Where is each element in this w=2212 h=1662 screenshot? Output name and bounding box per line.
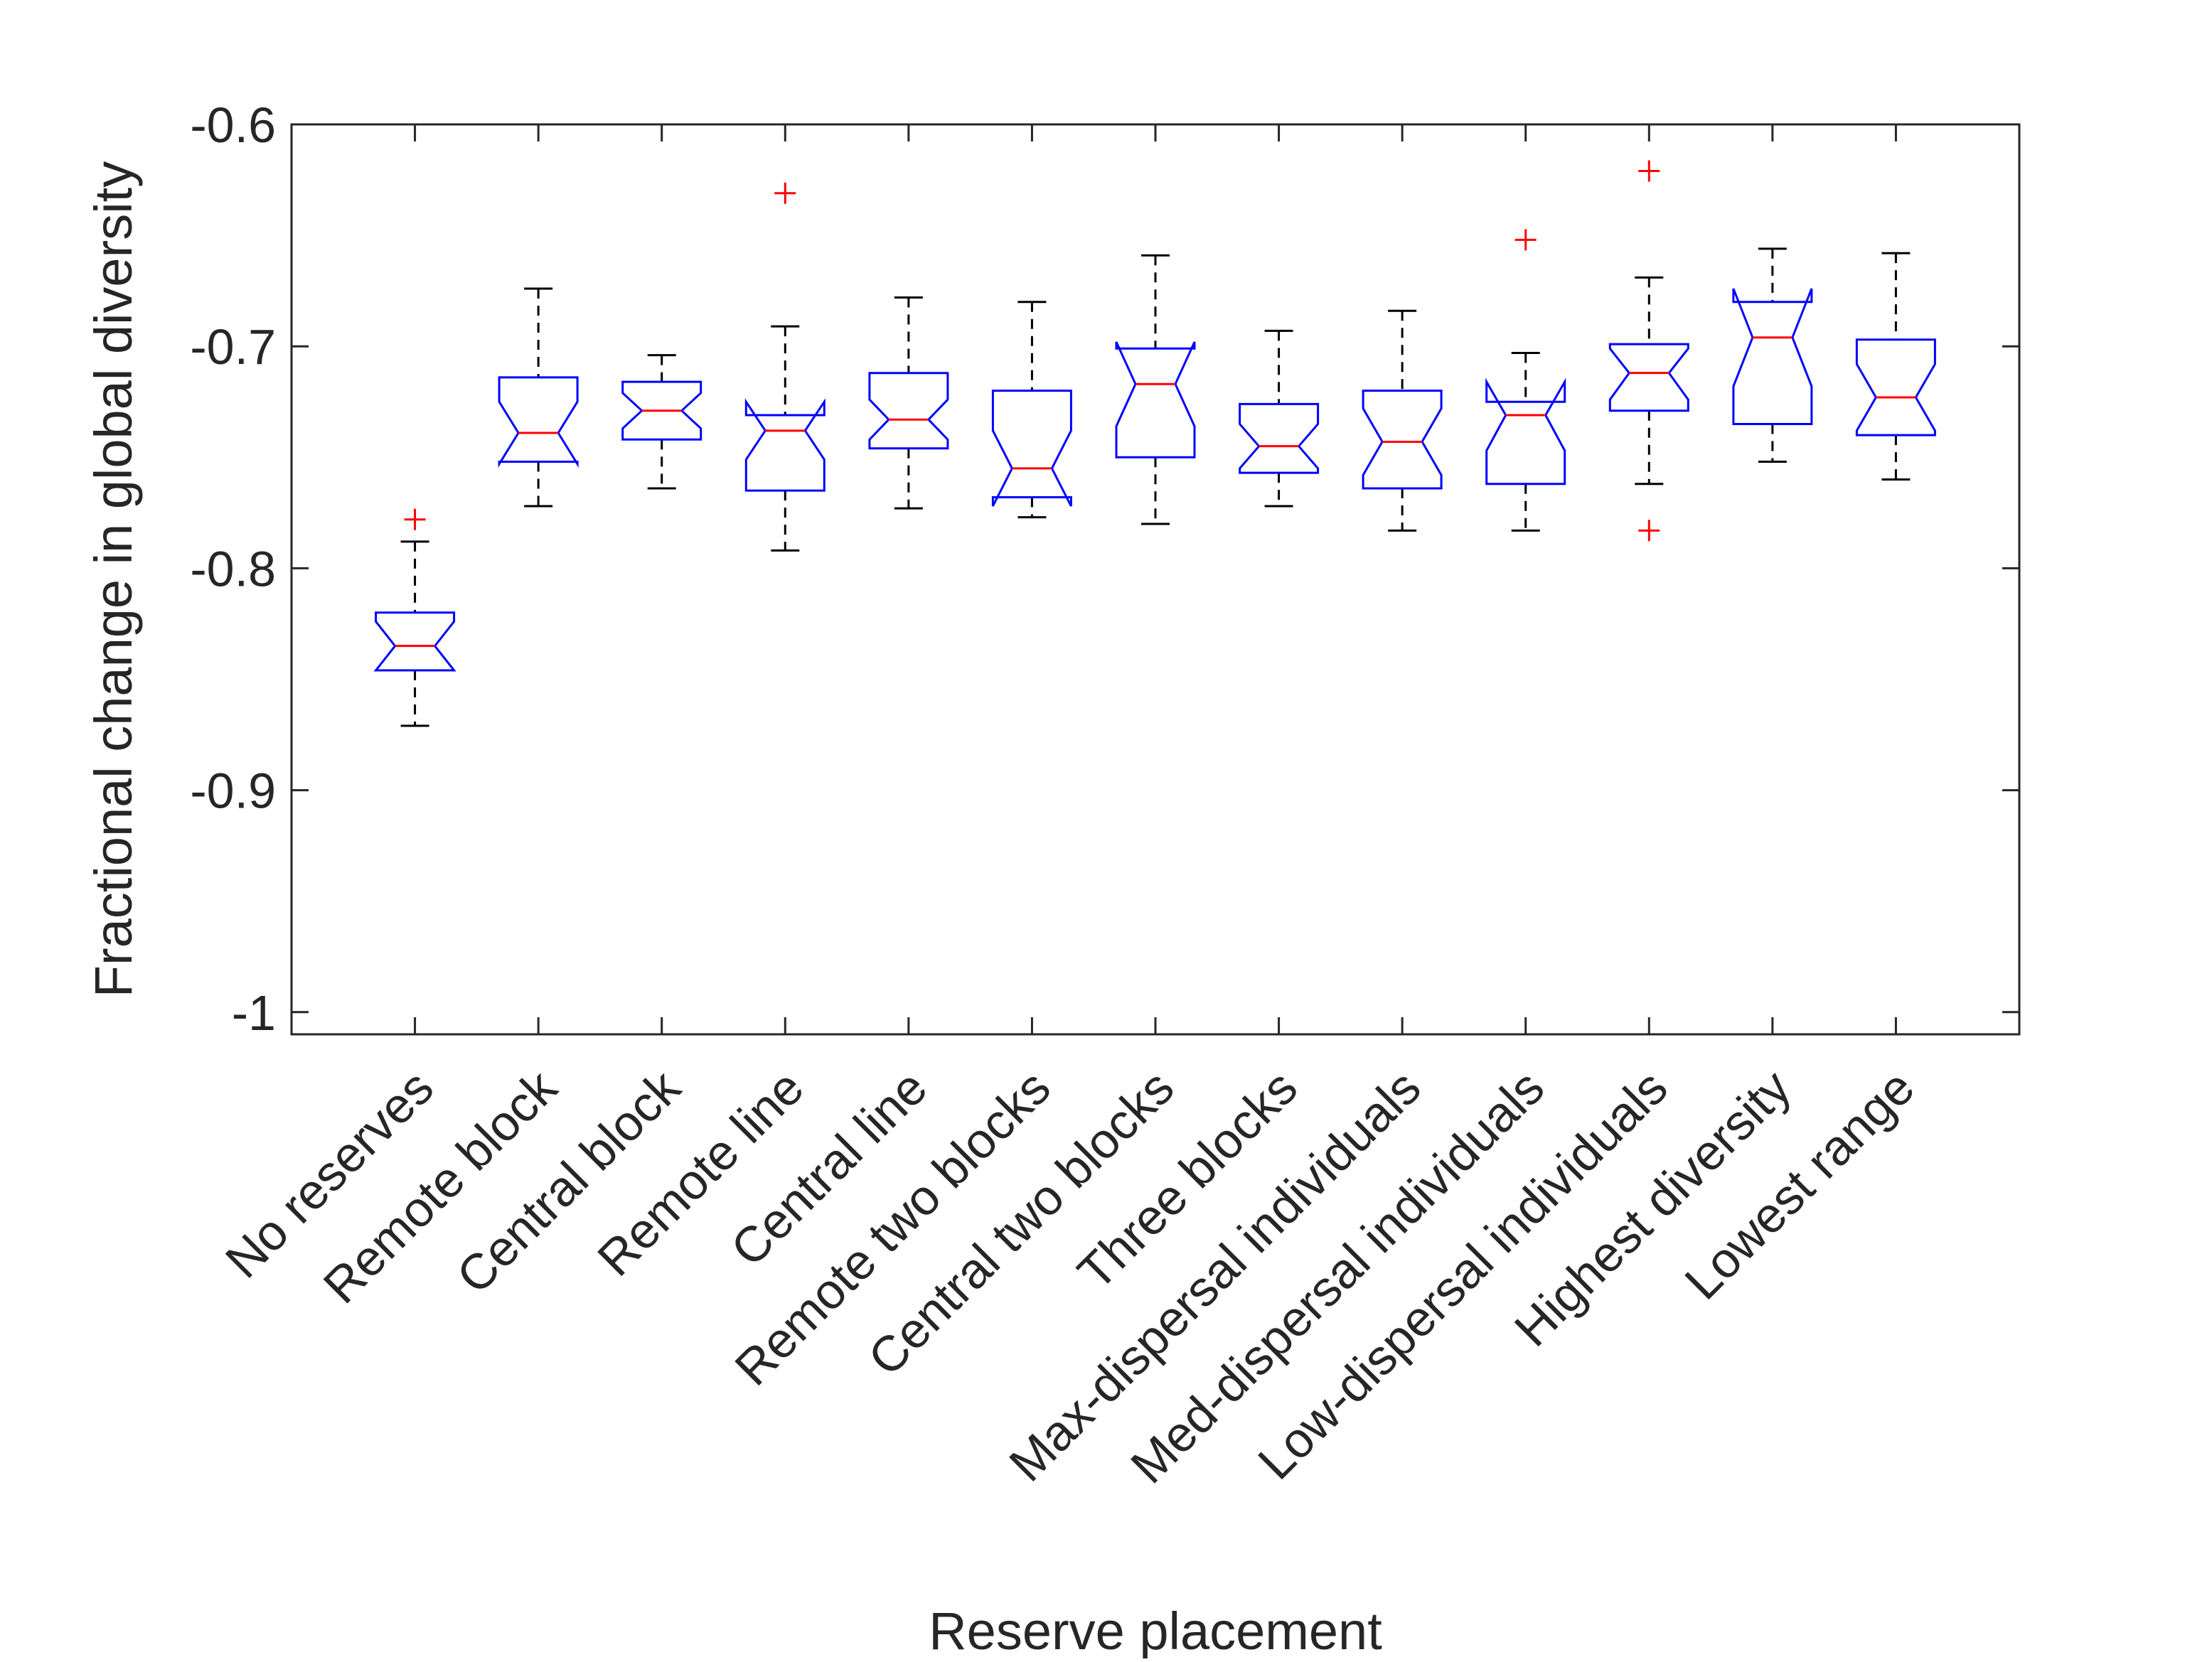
y-tick-label: -0.9 xyxy=(190,763,276,819)
notched-box xyxy=(373,611,456,672)
box-3 xyxy=(621,354,702,490)
box-12 xyxy=(1732,247,1813,463)
notched-box xyxy=(498,376,579,468)
notched-box xyxy=(991,390,1072,507)
box-8 xyxy=(1239,329,1320,508)
y-tick-label: -1 xyxy=(232,985,276,1041)
y-axis-label: Fractional change in global diversity xyxy=(84,161,143,997)
box-6 xyxy=(991,301,1072,519)
notched-box xyxy=(1485,377,1566,486)
notched-box xyxy=(868,372,949,450)
box-10 xyxy=(1485,229,1566,532)
notched-box xyxy=(1362,390,1443,490)
notched-box xyxy=(744,398,826,492)
boxes-layer xyxy=(373,160,1936,727)
box-5 xyxy=(868,296,949,510)
box-2 xyxy=(498,287,579,508)
outlier-marker xyxy=(1514,229,1537,251)
box-9 xyxy=(1362,309,1443,532)
box-4 xyxy=(744,182,826,552)
box-1 xyxy=(373,508,456,727)
x-axis-label: Reserve placement xyxy=(929,1602,1382,1658)
y-axis: -1 -0.9 -0.8 -0.7 -0.6 xyxy=(190,97,2019,1041)
y-tick-label: -0.6 xyxy=(190,97,276,153)
outlier-marker xyxy=(1638,160,1660,182)
box-11 xyxy=(1608,160,1689,542)
notched-box xyxy=(1732,288,1813,425)
y-tick-label: -0.8 xyxy=(190,541,276,596)
notched-box xyxy=(621,380,702,441)
y-tick-label: -0.7 xyxy=(190,319,276,375)
notched-box xyxy=(1115,341,1196,459)
box-7 xyxy=(1115,254,1196,525)
box-13 xyxy=(1855,252,1936,481)
outlier-marker xyxy=(1638,520,1660,542)
notched-box xyxy=(1855,338,1936,436)
outlier-marker xyxy=(404,508,426,530)
notched-box xyxy=(1608,343,1689,412)
outlier-marker xyxy=(774,182,796,204)
notched-box xyxy=(1239,402,1320,474)
